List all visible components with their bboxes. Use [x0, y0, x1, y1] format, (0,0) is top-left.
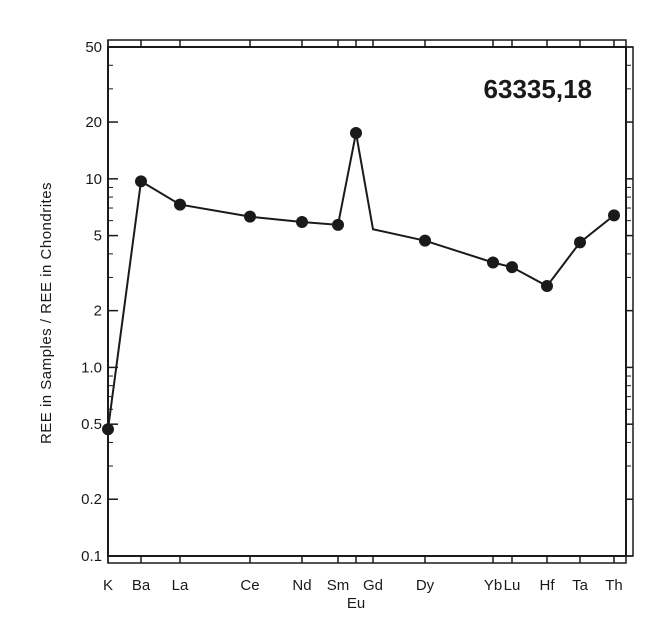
x-tick-label: Eu [347, 595, 365, 612]
top-tick-strip [107, 39, 627, 48]
x-tick-label: Nd [292, 577, 311, 594]
data-point [174, 198, 186, 211]
y-tick-label: 0.1 [81, 548, 102, 565]
data-point [350, 126, 362, 139]
data-point [487, 256, 499, 269]
series-line [107, 132, 615, 430]
data-point [296, 216, 308, 229]
data-point [419, 234, 431, 247]
x-tick-label: La [172, 577, 189, 594]
x-tick-label: Gd [363, 577, 383, 594]
data-point [506, 261, 518, 274]
x-tick-label: Lu [504, 577, 521, 594]
plot-frame [107, 39, 634, 564]
y-tick-label: 50 [85, 39, 102, 56]
data-series [102, 126, 620, 436]
data-point [332, 218, 344, 231]
data-point [135, 175, 147, 188]
y-tick-label: 1.0 [81, 359, 102, 376]
x-tick-label: Ba [132, 577, 151, 594]
y-tick-label: 10 [85, 171, 102, 188]
x-tick-label: K [103, 577, 113, 594]
y-axis-title: REE in Samples / REE in Chondrites [38, 182, 55, 444]
data-point [102, 423, 114, 436]
x-tick-label: Th [605, 577, 623, 594]
x-tick-label: Yb [484, 577, 502, 594]
bottom-tick-strip [107, 555, 627, 564]
y-axis: 0.1 0.2 0.5 1.0 2 5 10 20 50 [81, 39, 633, 565]
data-point [541, 280, 553, 293]
data-point [244, 210, 256, 223]
y-tick-label: 20 [85, 114, 102, 131]
plot-border [107, 46, 627, 557]
chart-title: 63335,18 [484, 74, 592, 104]
right-tick-strip [625, 46, 634, 557]
x-tick-label: Sm [327, 577, 350, 594]
x-tick-label: Ce [240, 577, 259, 594]
x-tick-label: Hf [540, 577, 556, 594]
data-point [608, 209, 620, 222]
y-tick-label: 0.5 [81, 416, 102, 433]
data-point [574, 236, 586, 249]
y-tick-label: 2 [94, 303, 102, 320]
y-tick-label: 5 [94, 228, 102, 245]
x-tick-label: Ta [572, 577, 589, 594]
x-tick-label: Dy [416, 577, 435, 594]
y-tick-label: 0.2 [81, 491, 102, 508]
